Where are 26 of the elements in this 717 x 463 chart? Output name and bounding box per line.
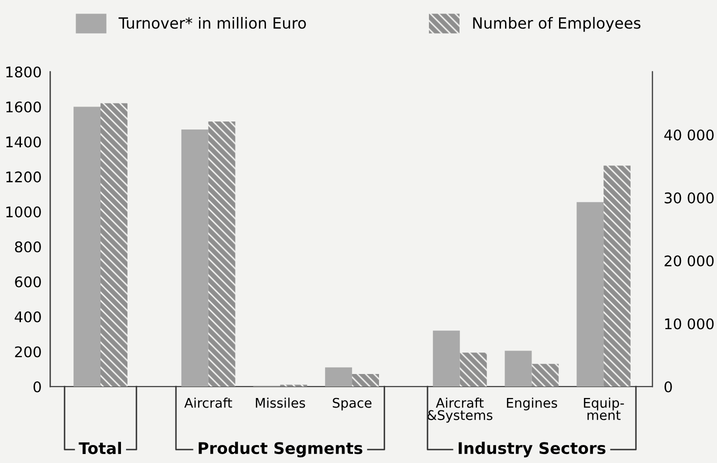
legend-label: Number of Employees [473, 16, 640, 32]
y-tick-label: 0 [34, 381, 41, 392]
x-tick-label: Space [332, 398, 372, 410]
x-tick-label: Equip- ment [584, 398, 624, 420]
y2-tick-label: 30 000 [664, 192, 714, 204]
y-tick-label: 1000 [6, 206, 41, 218]
y-tick-label: 800 [15, 241, 41, 252]
y-tick-label: 1200 [6, 171, 41, 182]
text: Industry Sectors [458, 442, 606, 458]
y-tick-label: 400 [14, 311, 41, 322]
y2-tick-label: 10 000 [665, 318, 714, 330]
x-tick-label: Engines [506, 398, 558, 410]
y2-tick-label: 0 [664, 381, 672, 392]
text: Product Segments [198, 442, 362, 458]
x-tick-label: Aircraft [184, 398, 232, 408]
x-tick-label: Aircraft &Systems [428, 398, 492, 423]
y2-tick-label: 20 000 [664, 255, 714, 266]
x-tick-label: Missiles [256, 398, 306, 408]
legend-label: Turnover* in million Euro [118, 16, 306, 29]
y-tick-label: 600 [15, 276, 41, 288]
y2-tick-label: 40 000 [664, 129, 714, 140]
text: Total [78, 442, 121, 454]
y-tick-label: 200 [15, 346, 41, 358]
y-tick-label: 1600 [6, 101, 41, 112]
y-tick-label: 1800 [6, 66, 41, 78]
y-tick-label: 1400 [6, 136, 41, 148]
